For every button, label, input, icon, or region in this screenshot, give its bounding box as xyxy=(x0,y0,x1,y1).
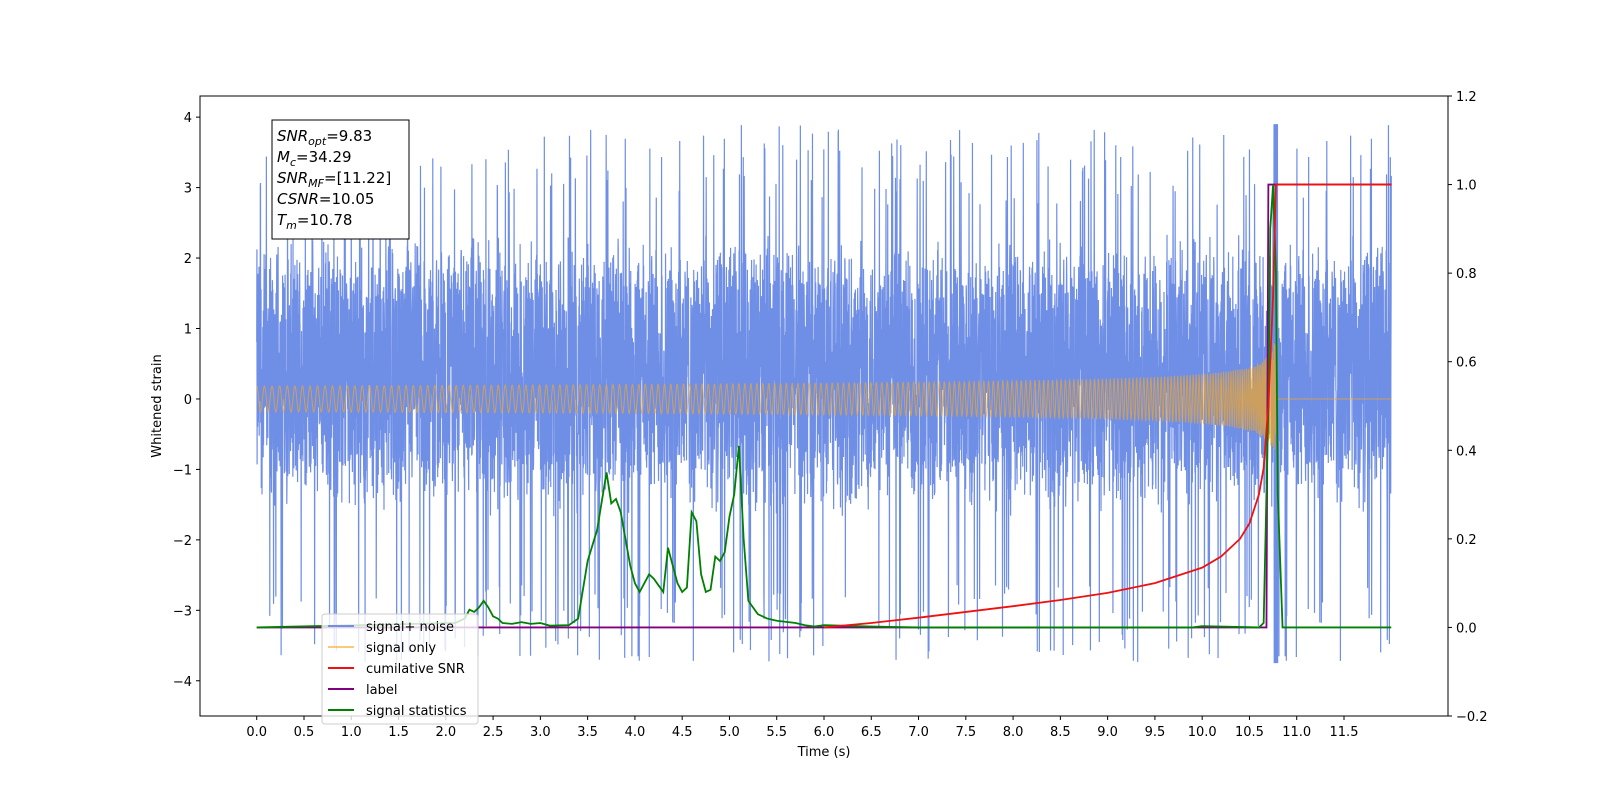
legend-label: label xyxy=(366,683,397,698)
y-axis-label: Whitened strain xyxy=(150,354,165,457)
x-tick-label: 8.5 xyxy=(1050,725,1071,740)
x-tick-label: 0.5 xyxy=(294,725,315,740)
series-cumilative-snr-line xyxy=(823,183,1392,629)
x-tick-label: 5.0 xyxy=(719,725,740,740)
x-tick-label: 3.5 xyxy=(577,725,598,740)
y-right-tick-label: 1.2 xyxy=(1456,90,1477,105)
y-left-tick-label: −4 xyxy=(173,675,192,690)
legend: signal+ noise signal only cumilative SNR la… xyxy=(321,613,479,725)
stats-annotation-box: SNRopt=9.83Mc=34.29SNRMF=[11.22]CSNR=10.… xyxy=(271,119,410,240)
x-tick-label: 10.5 xyxy=(1235,725,1264,740)
series-signal-statistics-line xyxy=(256,184,1392,629)
legend-label: cumilative SNR xyxy=(366,662,465,677)
x-tick-label: 6.0 xyxy=(814,725,835,740)
legend-label: signal only xyxy=(366,641,436,656)
y-right-tick-label: 0.8 xyxy=(1456,267,1477,282)
x-tick-label: 3.0 xyxy=(530,725,551,740)
y-left-tick-label: −3 xyxy=(173,604,192,619)
x-tick-label: 1.5 xyxy=(388,725,409,740)
legend-box xyxy=(321,613,479,725)
x-tick-label: 5.5 xyxy=(766,725,787,740)
y-left-tick-label: 4 xyxy=(184,111,192,126)
x-tick-label: 4.0 xyxy=(625,725,646,740)
x-tick-label: 1.0 xyxy=(341,725,362,740)
y-axis-right: 1.2 1.0 0.8 0.6 0.4 0.2 0.0 −0.2 xyxy=(1448,90,1488,725)
x-tick-label: 7.0 xyxy=(908,725,929,740)
y-left-tick-label: 2 xyxy=(184,252,192,267)
y-right-tick-label: 0.0 xyxy=(1456,621,1477,636)
x-tick-label: 9.0 xyxy=(1097,725,1118,740)
x-tick-label: 9.5 xyxy=(1145,725,1166,740)
y-left-tick-label: 1 xyxy=(184,323,192,338)
series-signal-plus-noise-line xyxy=(256,124,1392,664)
legend-label: signal+ noise xyxy=(366,620,454,635)
annotation-line: SNRopt=9.83 xyxy=(277,127,372,148)
annotation-line: SNRMF=[11.22] xyxy=(277,169,391,190)
x-tick-label: 0.0 xyxy=(246,725,267,740)
x-tick-label: 2.0 xyxy=(435,725,456,740)
x-tick-label: 6.5 xyxy=(861,725,882,740)
y-left-tick-label: 0 xyxy=(184,393,192,408)
legend-label: signal statistics xyxy=(366,704,467,719)
annotation-box xyxy=(271,119,410,240)
x-tick-label: 7.5 xyxy=(955,725,976,740)
y-right-tick-label: 1.0 xyxy=(1456,179,1477,194)
x-tick-label: 11.0 xyxy=(1282,725,1311,740)
y-left-tick-label: −2 xyxy=(173,534,192,549)
y-right-tick-label: −0.2 xyxy=(1456,710,1488,725)
y-left-tick-label: 3 xyxy=(184,182,192,197)
annotation-line: Mc=34.29 xyxy=(277,148,352,169)
x-axis-label: Time (s) xyxy=(797,745,851,760)
y-right-tick-label: 0.2 xyxy=(1456,533,1477,548)
plot-area xyxy=(256,124,1392,664)
x-tick-label: 2.5 xyxy=(483,725,504,740)
y-right-tick-label: 0.4 xyxy=(1456,444,1477,459)
x-tick-label: 11.5 xyxy=(1330,725,1359,740)
x-tick-label: 8.0 xyxy=(1003,725,1024,740)
series-signal-only-line xyxy=(256,342,1392,450)
x-tick-label: 10.0 xyxy=(1188,725,1217,740)
x-tick-label: 4.5 xyxy=(672,725,693,740)
y-right-tick-label: 0.6 xyxy=(1456,356,1477,371)
x-axis: 0.0 0.5 1.0 1.5 2.0 2.5 3.0 3.5 4.0 4.5 5.0 5.5 6.0 6… xyxy=(246,716,1358,740)
y-axis-left: 4 3 2 1 0 −1 −2 −3 −4 xyxy=(173,111,200,690)
annotation-line: Tm=10.78 xyxy=(277,211,352,232)
y-left-tick-label: −1 xyxy=(173,463,192,478)
annotation-line: CSNR=10.05 xyxy=(277,190,374,208)
